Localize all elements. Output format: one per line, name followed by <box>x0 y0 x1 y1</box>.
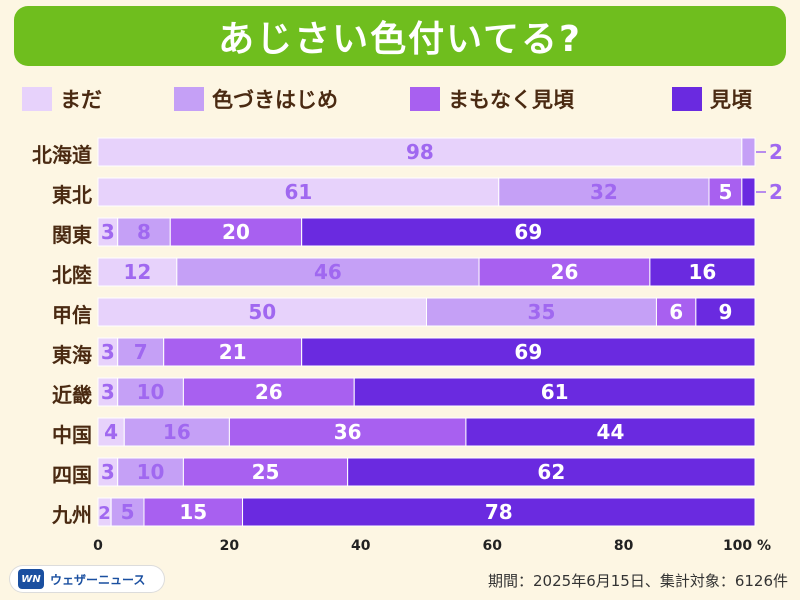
data-label: 9 <box>718 300 732 324</box>
data-label: 50 <box>248 300 276 324</box>
data-label: 2 <box>769 140 783 164</box>
data-label: 15 <box>179 500 207 524</box>
bar-segment <box>97 137 743 167</box>
data-label: 10 <box>137 460 165 484</box>
legend-swatch <box>410 87 440 111</box>
bar-segment <box>97 297 427 327</box>
bar-segment <box>117 337 165 367</box>
data-label: 46 <box>314 260 342 284</box>
legend-swatch <box>672 87 702 111</box>
data-label: 2 <box>98 503 111 524</box>
legend-label: まもなく見頃 <box>448 88 574 112</box>
weathernews-logo: WN ウェザーニュース <box>10 566 164 592</box>
data-label: 69 <box>514 340 542 364</box>
x-tick-label: 60 <box>482 538 502 554</box>
legend-item: 色づきはじめ <box>174 86 338 112</box>
data-label: 3 <box>101 220 115 244</box>
region-label: 北陸 <box>52 263 92 287</box>
bar-segment <box>169 217 303 247</box>
data-label: 5 <box>718 180 732 204</box>
bar-segment <box>465 417 756 447</box>
footer-note: 期間：2025年6月15日、集計対象：6126件 <box>488 572 788 590</box>
data-label: 36 <box>334 420 362 444</box>
data-label: 16 <box>689 260 717 284</box>
data-label: 5 <box>121 500 135 524</box>
bar-segment <box>649 257 756 287</box>
bar-segment <box>353 377 756 407</box>
data-label: 32 <box>590 180 618 204</box>
chart-title: あじさい色付いてる? <box>218 19 582 60</box>
data-label: 21 <box>219 340 247 364</box>
x-tick-label: 100 % <box>723 538 771 554</box>
bar-segment <box>97 257 178 287</box>
region-label: 東海 <box>52 343 92 367</box>
data-label: 62 <box>537 460 565 484</box>
data-label: 26 <box>551 260 579 284</box>
data-label: 98 <box>406 140 434 164</box>
data-label: 69 <box>514 220 542 244</box>
region-label: 北海道 <box>32 143 92 167</box>
x-tick-label: 20 <box>220 538 240 554</box>
bar-segment <box>741 137 756 167</box>
region-label: 中国 <box>52 423 92 447</box>
data-label: 6 <box>669 300 683 324</box>
legend-item: まもなく見頃 <box>410 86 574 112</box>
bar-segment <box>478 257 651 287</box>
region-label: 甲信 <box>52 303 92 327</box>
bar-segment <box>123 417 230 447</box>
data-label: 3 <box>101 340 115 364</box>
data-label: 61 <box>284 180 312 204</box>
region-label: 東北 <box>52 183 92 207</box>
bar-segment <box>708 177 743 207</box>
data-label: 25 <box>252 460 280 484</box>
legend-label: まだ <box>60 88 102 112</box>
data-label: 61 <box>541 380 569 404</box>
data-label: 2 <box>769 180 783 204</box>
bar-segment <box>655 297 697 327</box>
data-label: 78 <box>485 500 513 524</box>
x-tick-label: 40 <box>351 538 371 554</box>
data-label: 44 <box>597 420 625 444</box>
bar-segment <box>110 497 145 527</box>
region-label: 関東 <box>52 223 92 247</box>
title-banner: あじさい色付いてる? <box>14 6 786 66</box>
bar-segment <box>741 177 756 207</box>
region-label: 九州 <box>52 503 92 527</box>
legend-item: 見頃 <box>672 86 752 112</box>
legend-label: 見頃 <box>710 88 752 112</box>
region-label: 四国 <box>52 463 92 487</box>
x-tick-label: 0 <box>93 538 103 554</box>
x-tick-label: 80 <box>614 538 634 554</box>
data-label: 7 <box>134 340 148 364</box>
data-label: 10 <box>137 380 165 404</box>
bar-segment <box>182 377 355 407</box>
legend-label: 色づきはじめ <box>212 88 338 112</box>
data-label: 12 <box>123 260 151 284</box>
data-label: 26 <box>255 380 283 404</box>
data-label: 3 <box>101 460 115 484</box>
region-label: 近畿 <box>52 383 92 407</box>
logo-mark-icon: WN <box>18 569 44 589</box>
data-label: 3 <box>101 380 115 404</box>
bar-segment <box>242 497 756 527</box>
legend-item: まだ <box>22 86 102 112</box>
data-label: 8 <box>137 220 151 244</box>
bar-segment <box>143 497 244 527</box>
bar-segment <box>182 457 349 487</box>
logo-text: ウェザーニュース <box>50 572 146 587</box>
data-label: 35 <box>528 300 556 324</box>
data-label: 20 <box>222 220 250 244</box>
data-label: 16 <box>163 420 191 444</box>
bar-segment <box>426 297 657 327</box>
bar-segment <box>301 217 756 247</box>
legend-swatch <box>174 87 204 111</box>
bar-segment <box>695 297 756 327</box>
data-label: 4 <box>104 420 118 444</box>
legend-swatch <box>22 87 52 111</box>
bar-segment <box>117 217 171 247</box>
bar-segment <box>347 457 756 487</box>
bar-segment <box>498 177 710 207</box>
bar-segment <box>301 337 756 367</box>
